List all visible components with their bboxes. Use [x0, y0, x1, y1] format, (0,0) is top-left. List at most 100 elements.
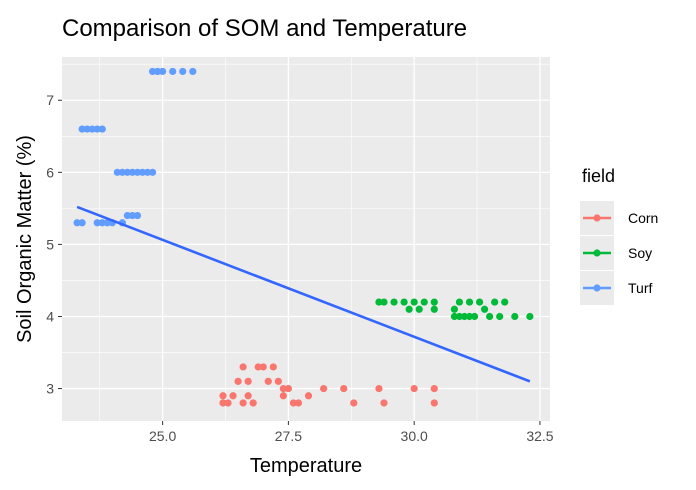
point-turf	[83, 125, 91, 133]
point-soy	[511, 312, 519, 321]
point-corn	[239, 363, 247, 371]
point-corn	[244, 392, 252, 400]
point-corn	[219, 392, 227, 400]
legend-keys: Corn Soy Turf	[580, 201, 658, 305]
x-axis-title: Temperature	[250, 455, 362, 477]
y-tick-label: 7	[46, 92, 54, 108]
point-turf	[113, 168, 121, 176]
point-turf	[159, 67, 167, 76]
point-turf	[78, 219, 86, 227]
point-corn	[380, 399, 388, 407]
point-corn	[430, 384, 438, 393]
point-soy	[455, 312, 464, 321]
point-turf	[148, 168, 157, 176]
x-tick-label: 25.0	[149, 428, 176, 444]
y-tick-label: 4	[46, 308, 54, 324]
point-soy	[430, 305, 438, 313]
point-soy	[526, 312, 534, 321]
point-soy	[465, 312, 474, 321]
point-turf	[118, 168, 126, 176]
point-turf	[88, 125, 96, 133]
x-tick-label: 30.0	[401, 428, 428, 444]
y-tick-label: 5	[46, 236, 54, 252]
point-corn	[410, 384, 418, 393]
legend-label-corn: Corn	[628, 210, 658, 226]
point-corn	[375, 384, 383, 393]
point-soy	[415, 305, 423, 313]
data-points	[73, 67, 534, 407]
legend-label-turf: Turf	[628, 280, 652, 296]
point-corn	[254, 363, 262, 371]
x-axis-ticks: 25.0 27.5 30.0 32.5	[149, 421, 554, 444]
point-turf	[169, 67, 177, 76]
point-turf	[123, 211, 132, 220]
point-turf	[73, 219, 81, 227]
point-turf	[128, 211, 137, 220]
point-turf	[138, 168, 147, 176]
point-turf	[93, 125, 101, 133]
point-corn	[239, 399, 247, 407]
point-corn	[219, 399, 227, 407]
point-turf	[98, 219, 106, 227]
point-turf	[179, 67, 187, 76]
legend-key-point-soy	[593, 249, 601, 257]
point-corn	[284, 384, 292, 393]
point-soy	[475, 298, 484, 306]
x-tick-label: 32.5	[526, 428, 553, 444]
point-turf	[133, 168, 142, 176]
point-corn	[279, 392, 287, 400]
legend-key-point-corn	[593, 214, 601, 222]
point-turf	[93, 219, 101, 227]
point-corn	[340, 384, 348, 393]
point-corn	[279, 384, 287, 393]
y-axis-title: Soil Organic Matter (%)	[14, 135, 36, 343]
y-tick-label: 6	[46, 164, 54, 180]
point-corn	[269, 363, 277, 371]
point-soy	[460, 312, 469, 321]
chart-title: Comparison of SOM and Temperature	[62, 15, 467, 42]
point-soy	[420, 298, 428, 306]
point-corn	[234, 377, 242, 385]
point-soy	[501, 298, 509, 306]
point-soy	[470, 312, 479, 321]
point-soy	[450, 305, 459, 313]
point-turf	[78, 125, 86, 133]
point-soy	[491, 298, 499, 306]
point-soy	[410, 298, 418, 306]
point-soy	[375, 298, 383, 306]
point-turf	[143, 168, 152, 176]
point-corn	[244, 377, 252, 385]
legend-key-point-turf	[593, 284, 601, 292]
point-turf	[98, 125, 106, 133]
legend-title: field	[582, 166, 615, 186]
point-soy	[400, 298, 408, 306]
point-corn	[264, 377, 272, 385]
point-turf	[153, 67, 162, 76]
point-soy	[496, 312, 504, 321]
point-corn	[259, 363, 267, 371]
point-turf	[123, 168, 132, 176]
y-tick-label: 3	[46, 381, 54, 397]
point-corn	[289, 399, 298, 407]
point-turf	[148, 67, 157, 76]
x-tick-label: 27.5	[275, 428, 302, 444]
plot-panel	[62, 57, 550, 421]
point-soy	[380, 298, 388, 306]
trend-line	[76, 205, 531, 383]
point-corn	[430, 399, 438, 407]
point-corn	[224, 399, 232, 407]
point-corn	[350, 399, 358, 407]
point-soy	[405, 305, 413, 313]
legend: field Corn Soy Turf	[580, 166, 658, 305]
point-soy	[450, 312, 459, 321]
point-turf	[103, 219, 111, 227]
point-soy	[430, 298, 438, 306]
trend-line-group	[76, 205, 531, 383]
y-axis-ticks: 3 4 5 6 7	[46, 92, 62, 397]
point-soy	[465, 298, 474, 306]
point-turf	[189, 67, 197, 76]
point-corn	[229, 392, 237, 400]
point-corn	[294, 399, 303, 407]
point-turf	[128, 168, 137, 176]
